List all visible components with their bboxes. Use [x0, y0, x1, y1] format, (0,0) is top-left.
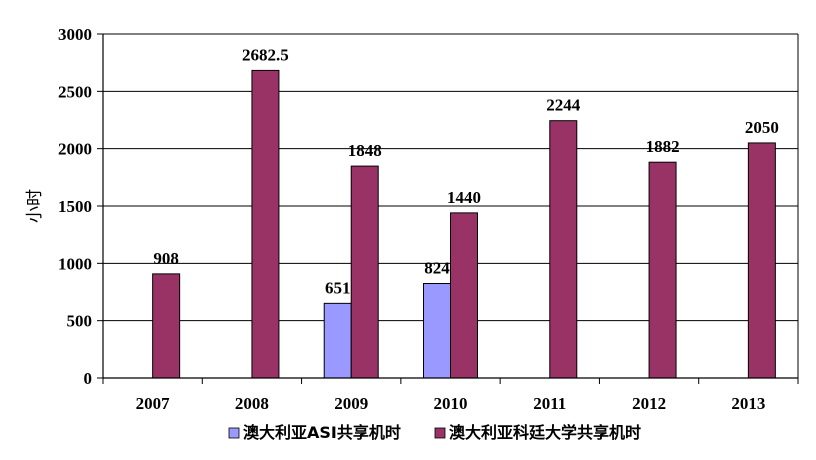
- y-tick-label: 2000: [58, 140, 92, 159]
- data-label: 2244: [546, 96, 581, 115]
- y-tick-label: 0: [84, 369, 93, 388]
- data-label: 1848: [348, 141, 382, 160]
- data-labels: 908 2682.5 651 1848 824 1440 2244 1882 2050: [153, 45, 778, 297]
- bar-curtin: [251, 69, 280, 379]
- bars: [152, 69, 776, 379]
- data-label: 2050: [745, 118, 779, 137]
- legend-swatch-curtin: [434, 427, 446, 439]
- x-tick-label: 2007: [136, 394, 171, 413]
- data-label: 2682.5: [242, 45, 289, 64]
- y-tick-labels: 0 500 1000 1500 2000 2500 3000: [58, 25, 103, 388]
- gridlines: [103, 33, 798, 322]
- data-label: 908: [153, 249, 179, 268]
- x-tick-label: 2013: [731, 394, 765, 413]
- data-label: 1440: [447, 188, 481, 207]
- data-label: 1882: [646, 137, 680, 156]
- x-tick-labels: 2007 2008 2009 2010 2011 2012 2013: [102, 378, 799, 413]
- bar-curtin: [450, 212, 478, 379]
- y-tick-label: 3000: [58, 25, 92, 44]
- legend-label-curtin: 澳大利亚科廷大学共享机时: [449, 423, 641, 442]
- y-tick-label: 2500: [58, 82, 92, 101]
- bar-asi: [323, 302, 352, 379]
- bar-curtin: [648, 161, 677, 379]
- x-tick-label: 2009: [334, 394, 368, 413]
- x-tick-label: 2010: [434, 394, 468, 413]
- bar-asi: [423, 283, 451, 379]
- bar-curtin: [152, 273, 181, 379]
- x-tick-label: 2008: [235, 394, 269, 413]
- data-label: 824: [424, 259, 450, 278]
- legend-swatch-asi: [228, 427, 240, 439]
- legend: 澳大利亚ASI共享机时 澳大利亚科廷大学共享机时: [228, 423, 641, 442]
- y-axis-title: 小时: [25, 189, 45, 223]
- bar-curtin: [549, 120, 578, 379]
- data-label: 651: [325, 278, 351, 297]
- y-tick-label: 500: [67, 312, 93, 331]
- x-tick-label: 2011: [533, 394, 566, 413]
- y-tick-label: 1000: [58, 254, 92, 273]
- x-tick-label: 2012: [632, 394, 666, 413]
- y-tick-label: 1500: [58, 197, 92, 216]
- bar-curtin: [350, 165, 379, 379]
- bar-curtin: [747, 142, 776, 379]
- legend-label-asi: 澳大利亚ASI共享机时: [243, 423, 401, 442]
